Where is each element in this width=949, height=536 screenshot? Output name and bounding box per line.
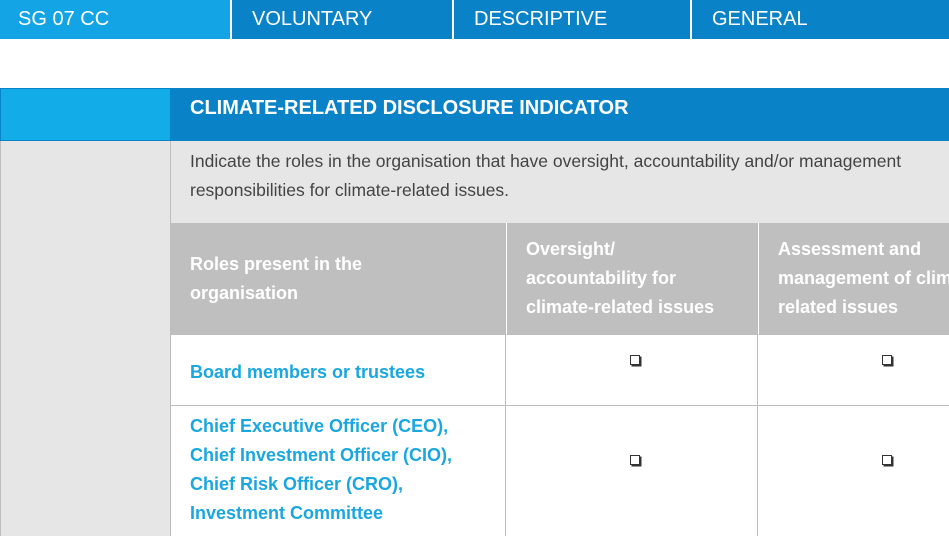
checkbox[interactable] [882, 455, 892, 465]
header-text: Oversight/ accountability for climate-re… [526, 239, 715, 317]
check-cell [506, 335, 758, 406]
section-title: CLIMATE-RELATED DISCLOSURE INDICATOR [171, 88, 949, 141]
role-cell: Board members or trustees [171, 335, 506, 406]
nav-tab[interactable]: GENERAL [692, 0, 949, 39]
nav-tab[interactable]: DESCRIPTIVE [454, 0, 690, 39]
check-cell [758, 335, 949, 406]
checkbox[interactable] [630, 355, 640, 365]
role-cell: Chief Executive Officer (CEO), Chief Inv… [171, 406, 506, 536]
nav-tab[interactable]: VOLUNTARY [232, 0, 452, 39]
header-text: Assessment and management of climate-rel… [778, 239, 949, 317]
header-cell: Assessment and management of climate-rel… [758, 223, 949, 335]
description-text: Indicate the roles in the organisation t… [190, 151, 902, 200]
section-description: Indicate the roles in the organisation t… [171, 141, 949, 223]
checkbox[interactable] [882, 355, 892, 365]
role-text: Board members or trustees [190, 362, 426, 382]
side-panel [0, 141, 171, 536]
header-cell: Roles present in the organisation [171, 223, 506, 335]
header-text: Roles present in the organisation [190, 254, 363, 303]
role-text: Chief Executive Officer (CEO), Chief Inv… [190, 416, 453, 523]
check-cell [506, 406, 758, 536]
check-cell [758, 406, 949, 536]
checkbox[interactable] [630, 455, 640, 465]
side-header [0, 88, 171, 141]
header-cell: Oversight/ accountability for climate-re… [506, 223, 758, 335]
nav-code: SG 07 CC [0, 0, 230, 39]
